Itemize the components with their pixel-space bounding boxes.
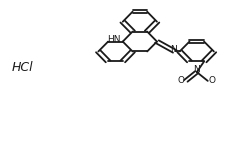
Text: O: O xyxy=(209,76,216,85)
Text: HN: HN xyxy=(107,35,121,44)
Text: N: N xyxy=(193,65,200,74)
Text: N: N xyxy=(170,45,177,54)
Text: HCl: HCl xyxy=(11,61,33,74)
Text: O: O xyxy=(178,76,185,85)
